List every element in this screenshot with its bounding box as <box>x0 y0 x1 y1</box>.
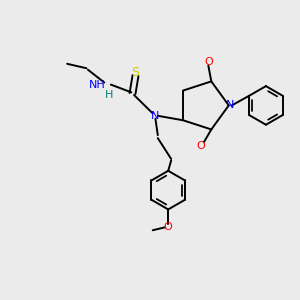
Text: N: N <box>226 100 234 110</box>
Text: O: O <box>204 57 213 67</box>
Text: O: O <box>164 222 172 232</box>
Text: O: O <box>196 141 205 151</box>
Text: H: H <box>105 90 113 100</box>
Text: N: N <box>151 111 159 121</box>
Text: NH: NH <box>89 80 106 90</box>
Text: S: S <box>131 66 140 79</box>
